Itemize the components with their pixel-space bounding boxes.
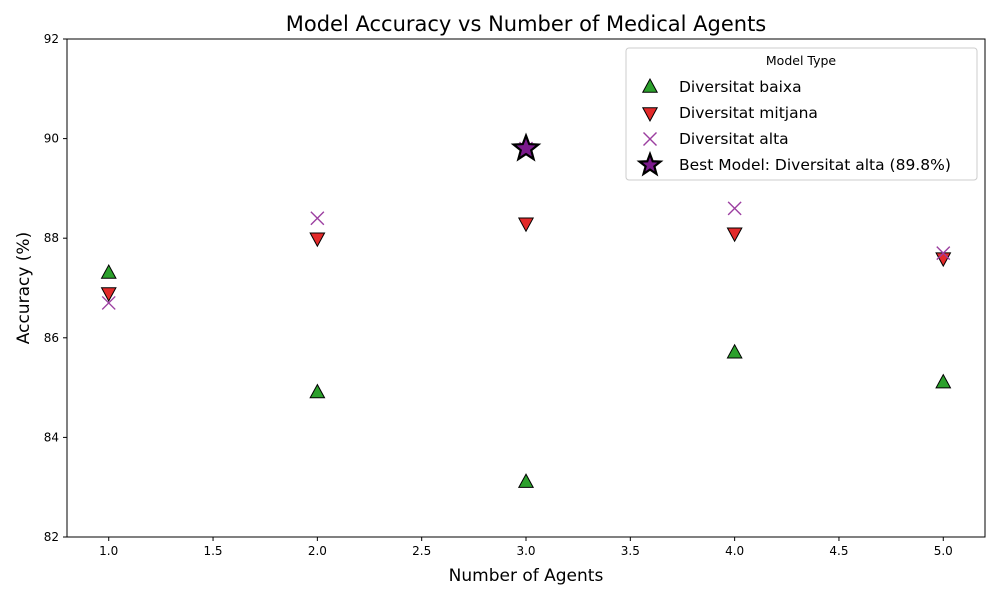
x-axis-title: Number of Agents <box>449 566 604 586</box>
plot-area-frame <box>66 38 986 538</box>
x-tick-label: 4.5 <box>829 544 848 558</box>
x-tick-label: 1.5 <box>203 544 222 558</box>
data-point-diversitat-baixa <box>309 383 326 399</box>
legend-label-diversitat-baixa: Diversitat baixa <box>679 78 802 96</box>
legend-label-best-model: Best Model: Diversitat alta (89.8%) <box>679 156 951 174</box>
tick-layer: 1.0 1.5 2.0 2.5 3.0 3.5 4.0 4.5 5.0 82 84 86 88 90 92 <box>44 32 953 558</box>
y-tick-label: 82 <box>44 530 59 544</box>
legend-label-diversitat-mitjana: Diversitat mitjana <box>679 104 818 122</box>
x-tick-label: 1.0 <box>99 544 118 558</box>
data-point-diversitat-baixa <box>100 264 117 279</box>
data-point-diversitat-mitjana <box>517 217 535 233</box>
x-tick-label: 3.5 <box>621 544 640 558</box>
x-tick-label: 3.0 <box>516 544 535 558</box>
data-point-diversitat-mitjana <box>726 227 743 243</box>
best-model-star-marker <box>510 132 542 162</box>
data-point-diversitat-baixa <box>935 373 952 389</box>
x-tick-label: 2.0 <box>308 544 327 558</box>
legend-marker-diversitat-baixa <box>641 77 659 93</box>
x-tick-label: 4.0 <box>725 544 744 558</box>
legend-box <box>625 47 978 181</box>
y-tick-label: 88 <box>44 231 59 245</box>
x-tick-label: 2.5 <box>412 544 431 558</box>
data-point-diversitat-mitjana <box>100 287 117 303</box>
marks-layer <box>100 132 952 488</box>
data-point-diversitat-mitjana <box>309 232 326 248</box>
legend-marker-diversitat-alta <box>643 132 657 146</box>
data-point-diversitat-baixa <box>726 343 743 359</box>
y-tick-label: 92 <box>44 32 59 46</box>
series-diversitat-baixa <box>100 264 952 488</box>
legend-marker-diversitat-mitjana <box>641 107 659 123</box>
y-tick-label: 86 <box>44 331 59 345</box>
legend-markers <box>636 77 664 177</box>
legend-label-diversitat-alta: Diversitat alta <box>679 130 789 148</box>
y-axis-title: Accuracy (%) <box>14 232 34 344</box>
data-point-diversitat-alta <box>310 211 325 226</box>
x-tick-label: 5.0 <box>934 544 953 558</box>
data-point-diversitat-alta <box>101 295 116 310</box>
data-point-diversitat-alta <box>727 201 742 216</box>
y-tick-label: 84 <box>44 430 59 444</box>
data-point-diversitat-alta <box>936 246 951 261</box>
legend-title: Model Type <box>766 53 837 68</box>
legend: Model Type Diversitat baixa Diversitat m… <box>625 47 978 181</box>
chart-title: Model Accuracy vs Number of Medical Agen… <box>286 12 767 36</box>
y-tick-label: 90 <box>44 132 59 146</box>
data-point-diversitat-baixa <box>517 473 535 488</box>
legend-marker-best-model <box>636 150 664 177</box>
